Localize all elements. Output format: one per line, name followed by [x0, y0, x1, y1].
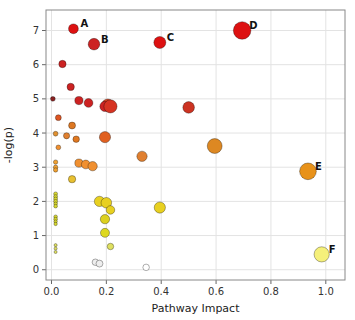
point [53, 160, 57, 164]
annotation: C [167, 32, 174, 43]
point [56, 145, 61, 150]
point [50, 96, 55, 101]
chart: 0.0 0.2 0.4 0.6 0.8 1.0 0 1 2 3 4 5 6 7 Pathway Impact… [0, 0, 355, 320]
tick-label-x: 0.2 [98, 286, 114, 297]
tick-label-x: 0.6 [208, 286, 224, 297]
point [143, 264, 150, 271]
tick-y [42, 30, 46, 31]
x-axis-label: Pathway Impact [152, 302, 241, 315]
grid-line-y [46, 201, 345, 202]
tick-label-y: 2 [33, 196, 39, 207]
point [69, 24, 79, 34]
tick-x [216, 280, 217, 284]
point [100, 215, 109, 224]
point [68, 176, 75, 183]
point [137, 151, 147, 161]
point [69, 122, 76, 129]
point [53, 131, 58, 136]
tick-label-y: 3 [33, 162, 39, 173]
point [73, 136, 80, 143]
annotation: F [329, 244, 336, 255]
point [96, 260, 103, 267]
point [55, 115, 61, 121]
tick-y [42, 201, 46, 202]
point [63, 133, 69, 139]
grid-line-x [161, 10, 162, 280]
tick-label-y: 0 [33, 264, 39, 275]
tick-x [106, 280, 107, 284]
point [314, 247, 329, 262]
grid-line-x [51, 10, 52, 280]
tick-y [42, 235, 46, 236]
tick-x [161, 280, 162, 284]
point [54, 250, 57, 253]
point [88, 162, 97, 171]
tick-y [42, 269, 46, 270]
point [104, 100, 117, 113]
grid-line-x [106, 10, 107, 280]
tick-label-y: 1 [33, 230, 39, 241]
tick-label-x: 0.4 [153, 286, 169, 297]
annotation: B [101, 34, 109, 45]
annotation: E [315, 161, 322, 172]
point [75, 96, 83, 104]
tick-y [42, 98, 46, 99]
grid-line-y [46, 269, 345, 270]
point [300, 163, 317, 180]
point [106, 206, 115, 215]
grid-line-x [325, 10, 326, 280]
grid-line-y [46, 64, 345, 65]
grid [46, 10, 345, 280]
tick-label-x: 0.0 [44, 286, 60, 297]
tick-label-y: 5 [33, 93, 39, 104]
tick-x [270, 280, 271, 284]
tick-y [42, 133, 46, 134]
point [100, 228, 109, 237]
point [88, 38, 100, 50]
tick-label-y: 4 [33, 128, 39, 139]
grid-line-x [270, 10, 271, 280]
tick-x [51, 280, 52, 284]
point [183, 102, 195, 114]
tick-label-x: 0.8 [263, 286, 279, 297]
point [154, 36, 166, 48]
annotation: D [249, 20, 257, 31]
points [50, 22, 329, 271]
annotation: A [80, 18, 88, 29]
annotations: A B C D E F [80, 18, 335, 255]
point [54, 247, 57, 250]
grid-line-y [46, 235, 345, 236]
tick-label-y: 6 [33, 59, 39, 70]
plot-background [46, 10, 345, 280]
tick-label-x: 1.0 [318, 286, 334, 297]
grid-line-y [46, 133, 345, 134]
tick-y [42, 64, 46, 65]
axes: 0.0 0.2 0.4 0.6 0.8 1.0 0 1 2 3 4 5 6 7 [33, 10, 345, 297]
point [107, 243, 114, 250]
point [99, 132, 110, 143]
point [54, 244, 57, 247]
tick-label-y: 7 [33, 25, 39, 36]
tick-y [42, 167, 46, 168]
plot-frame [46, 10, 345, 280]
point [207, 139, 222, 154]
point [54, 204, 58, 208]
point [59, 60, 66, 67]
point [67, 83, 74, 90]
point [84, 99, 93, 108]
point [53, 168, 57, 172]
point [54, 222, 57, 225]
grid-line-y [46, 30, 345, 31]
y-axis-label: -log(p) [2, 127, 15, 163]
tick-x [325, 280, 326, 284]
point [154, 202, 165, 213]
